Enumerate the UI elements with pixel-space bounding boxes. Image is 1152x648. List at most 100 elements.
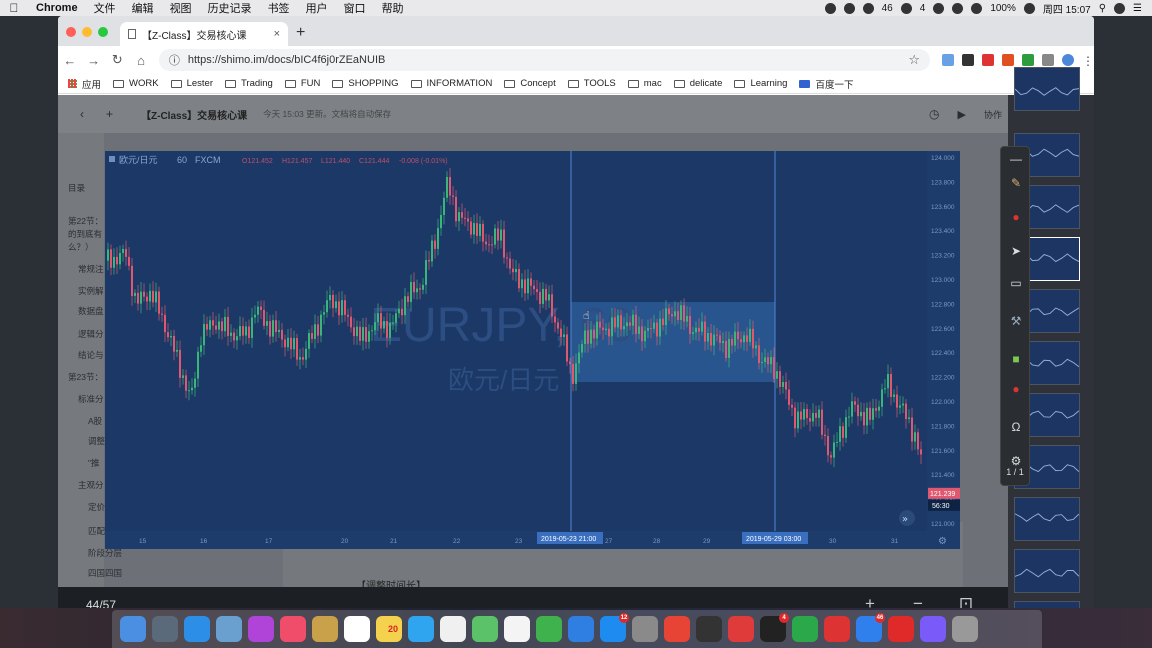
apple-menu-icon[interactable]:  [0, 1, 28, 15]
menu-history[interactable]: 历史记录 [207, 3, 252, 15]
outline-item[interactable]: 目录 [68, 183, 86, 193]
forward-icon[interactable]: → [87, 52, 101, 68]
outline-item[interactable]: 逻辑分 [78, 329, 104, 339]
dock-prefs-icon[interactable] [632, 616, 658, 642]
bookmark-apps[interactable]: 应用 [68, 77, 101, 91]
menu-window[interactable]: 窗口 [343, 3, 366, 15]
page-thumbnail[interactable] [1014, 67, 1080, 111]
outline-item[interactable]: 第22节： [68, 216, 103, 226]
outline-item[interactable]: 实例解 [78, 286, 104, 296]
dock-vectr-icon[interactable] [920, 616, 946, 642]
volume-icon[interactable] [971, 2, 983, 14]
bookmark-star-icon[interactable]: ☆ [908, 52, 920, 67]
dropbox-icon[interactable] [862, 2, 874, 14]
dock-pixelmator-icon[interactable] [696, 616, 722, 642]
bookmark-trading[interactable]: Trading [224, 78, 273, 89]
doc-back-icon[interactable]: ‹ [80, 107, 84, 121]
menu-chrome[interactable]: Chrome [36, 2, 78, 14]
outline-item[interactable]: 第23节： [68, 372, 103, 382]
dock-numbers-icon[interactable] [536, 616, 562, 642]
outline-item[interactable]: "推 [88, 458, 100, 468]
bookmark-work[interactable]: WORK [113, 78, 159, 89]
profile-avatar[interactable] [1062, 54, 1074, 66]
wechat-icon[interactable] [900, 2, 912, 14]
bookmark-information[interactable]: INFORMATION [410, 78, 492, 89]
dock-maps-icon[interactable] [472, 616, 498, 642]
spotlight-icon[interactable]: ⚲ [1098, 2, 1107, 14]
collapse-palette-icon[interactable]: — [1010, 152, 1022, 166]
record-icon[interactable] [824, 2, 836, 14]
outline-item[interactable]: 四国四国 [88, 568, 123, 578]
dock-evernote-icon[interactable] [792, 616, 818, 642]
zoom-in-button[interactable]: + [865, 594, 875, 608]
settings-gear-icon[interactable]: ⚙ [1010, 454, 1022, 468]
dock-app-store-icon[interactable]: 12 [600, 613, 629, 642]
page-thumbnail[interactable] [1014, 601, 1080, 608]
extension-z-icon[interactable] [962, 54, 974, 66]
browser-tab[interactable]: 【Z-Class】交易核心课 × [120, 22, 288, 46]
outline-item[interactable]: 阶段分层 [88, 548, 123, 558]
doc-history-icon[interactable]: ◷ [929, 107, 940, 121]
status-badge-4[interactable]: 4 [919, 2, 926, 14]
back-icon[interactable]: ← [63, 52, 77, 68]
page-thumbnail[interactable] [1014, 497, 1080, 541]
extension-cloud-icon[interactable] [1042, 54, 1054, 66]
minimize-window-button[interactable] [82, 27, 92, 37]
pointer-icon[interactable]: ➤ [1010, 244, 1022, 258]
dock-finder-icon[interactable] [120, 616, 146, 642]
dock-launchpad-icon[interactable] [152, 616, 178, 642]
bookmark-mac[interactable]: mac [627, 78, 662, 89]
dock-calendar-icon[interactable] [344, 616, 370, 642]
pickaxe-icon[interactable]: ⚒ [1010, 314, 1022, 328]
info-icon[interactable] [843, 2, 855, 14]
dock-netease-icon[interactable] [888, 616, 914, 642]
outline-item[interactable]: 结论与 [78, 350, 104, 360]
pencil-icon[interactable]: ✎ [1010, 176, 1022, 190]
address-bar[interactable]: ⓘ https://shimo.im/docs/bIC4f6j0rZEaNUIB… [158, 49, 930, 71]
bookmark-delicate[interactable]: delicate [673, 78, 722, 89]
reload-icon[interactable]: ↻ [111, 52, 123, 67]
status-badge-46[interactable]: 46 [881, 2, 893, 14]
doc-add-icon[interactable]: + [106, 107, 114, 121]
dock-qq-icon[interactable]: 4 [760, 613, 789, 642]
dock-notes-icon[interactable] [312, 616, 338, 642]
bookmark-learning[interactable]: Learning [734, 78, 787, 89]
menu-view[interactable]: 视图 [169, 3, 192, 15]
dock-safari-icon[interactable] [184, 616, 210, 642]
zoom-window-button[interactable] [98, 27, 108, 37]
wifi-icon[interactable] [952, 2, 964, 14]
extension-evernote-icon[interactable] [1022, 54, 1034, 66]
menu-people[interactable]: 用户 [305, 3, 328, 15]
dock-trash-icon[interactable] [952, 616, 978, 642]
green-square-icon[interactable]: ■ [1012, 352, 1020, 366]
menu-file[interactable]: 文件 [93, 3, 116, 15]
dock-chrome-icon[interactable] [664, 616, 690, 642]
menu-edit[interactable]: 编辑 [131, 3, 154, 15]
menu-bookmarks[interactable]: 书签 [267, 3, 290, 15]
bookmark-fun[interactable]: FUN [284, 78, 320, 89]
bookmark-lester[interactable]: Lester [170, 78, 213, 89]
dock-messages-icon[interactable] [408, 616, 434, 642]
bookmark-shopping[interactable]: SHOPPING [332, 78, 399, 89]
bookmark-concept[interactable]: Concept [504, 78, 556, 89]
outline-item[interactable]: 么？） [68, 242, 94, 252]
battery-percent[interactable]: 100% [990, 2, 1016, 14]
input-method-icon[interactable] [1023, 2, 1035, 14]
outline-item[interactable]: 定价 [88, 502, 106, 512]
dock-reminders-icon[interactable] [440, 616, 466, 642]
home-icon[interactable]: ⌂ [137, 52, 145, 68]
doc-play-icon[interactable]: ▶ [957, 108, 966, 121]
url-text[interactable]: https://shimo.im/docs/bIC4f6j0rZEaNUIB [187, 54, 386, 66]
bookmark-tools[interactable]: TOOLS [567, 78, 616, 89]
outline-item[interactable]: 调整 [88, 436, 106, 446]
dock-stickies-icon[interactable]: 20 [376, 616, 402, 642]
fit-screen-button[interactable]: ⊡ [958, 594, 974, 608]
tab-close-icon[interactable]: × [273, 28, 280, 40]
color-dot-icon[interactable]: ● [1012, 210, 1020, 224]
extension-record-icon[interactable] [982, 54, 994, 66]
notification-center-icon[interactable]: ☰ [1133, 2, 1142, 14]
dock-browser-icon[interactable] [728, 616, 754, 642]
page-thumbnail[interactable] [1014, 549, 1080, 593]
bluetooth-icon[interactable] [933, 2, 945, 14]
dock-siri-icon[interactable] [248, 616, 274, 642]
